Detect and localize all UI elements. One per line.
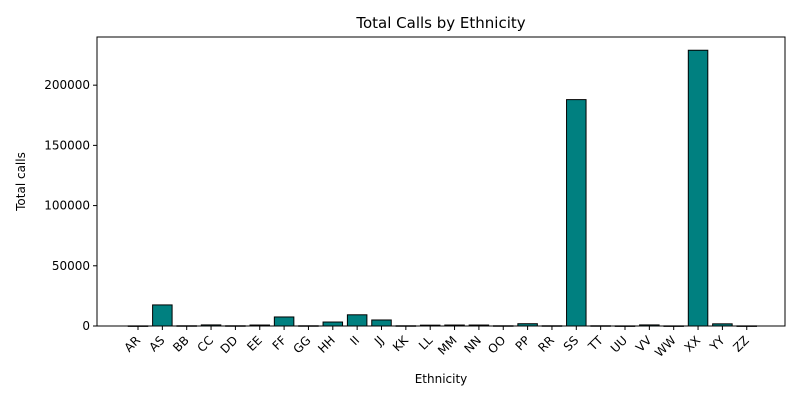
bar-xx xyxy=(687,49,709,327)
x-tick-label: YY xyxy=(707,333,728,354)
x-tick-label: RR xyxy=(535,333,557,355)
x-ticks-group: AR AS BB CC DD EE FF GG HH II JJ KK LL MM NN OO PP RR SS TT… xyxy=(122,326,752,360)
x-tick-label: MM xyxy=(435,333,460,358)
x-tick-label: OO xyxy=(485,333,508,356)
x-tick-label: BB xyxy=(170,333,192,355)
x-tick-label: XX xyxy=(682,333,704,355)
x-tick-label: PP xyxy=(513,333,533,353)
x-axis-label: Ethnicity xyxy=(415,372,468,386)
x-tick-label: JJ xyxy=(371,333,387,349)
x-tick-label: AR xyxy=(122,333,144,355)
x-tick-label: DD xyxy=(218,333,241,356)
x-tick-label: NN xyxy=(461,333,484,356)
x-tick-label: GG xyxy=(291,333,314,356)
bar-ss xyxy=(566,99,587,327)
y-axis-label: Total calls xyxy=(14,152,28,212)
bar-ff xyxy=(273,316,295,327)
bar-jj xyxy=(371,319,392,327)
x-tick-label: VV xyxy=(633,333,655,355)
x-tick-label: FF xyxy=(270,333,290,353)
x-tick-label: CC xyxy=(194,333,216,355)
y-tick-label: 100000 xyxy=(44,199,90,213)
x-tick-label: HH xyxy=(315,333,338,356)
chart-title: Total Calls by Ethnicity xyxy=(355,14,525,32)
bar-as xyxy=(152,304,173,327)
plot-frame xyxy=(96,36,786,327)
x-tick-label: LL xyxy=(416,333,436,353)
x-tick-label: II xyxy=(347,333,362,348)
x-tick-label: KK xyxy=(390,332,412,354)
x-tick-label: SS xyxy=(561,333,582,354)
x-tick-label: AS xyxy=(146,333,167,354)
bar-ii xyxy=(346,314,368,327)
y-tick-label: 200000 xyxy=(44,78,90,92)
x-tick-label: UU xyxy=(608,333,630,355)
y-ticks-group: 0 50000 100000 150000 200000 xyxy=(44,78,97,333)
x-tick-label: TT xyxy=(585,333,606,354)
y-tick-label: 150000 xyxy=(44,138,90,152)
x-tick-label: WW xyxy=(652,333,679,360)
bar-hh xyxy=(322,321,344,327)
bars-group xyxy=(127,49,757,327)
y-tick-label: 50000 xyxy=(52,259,90,273)
y-tick-label: 0 xyxy=(82,319,90,333)
x-tick-label: ZZ xyxy=(730,333,752,355)
x-tick-label: EE xyxy=(244,333,265,354)
